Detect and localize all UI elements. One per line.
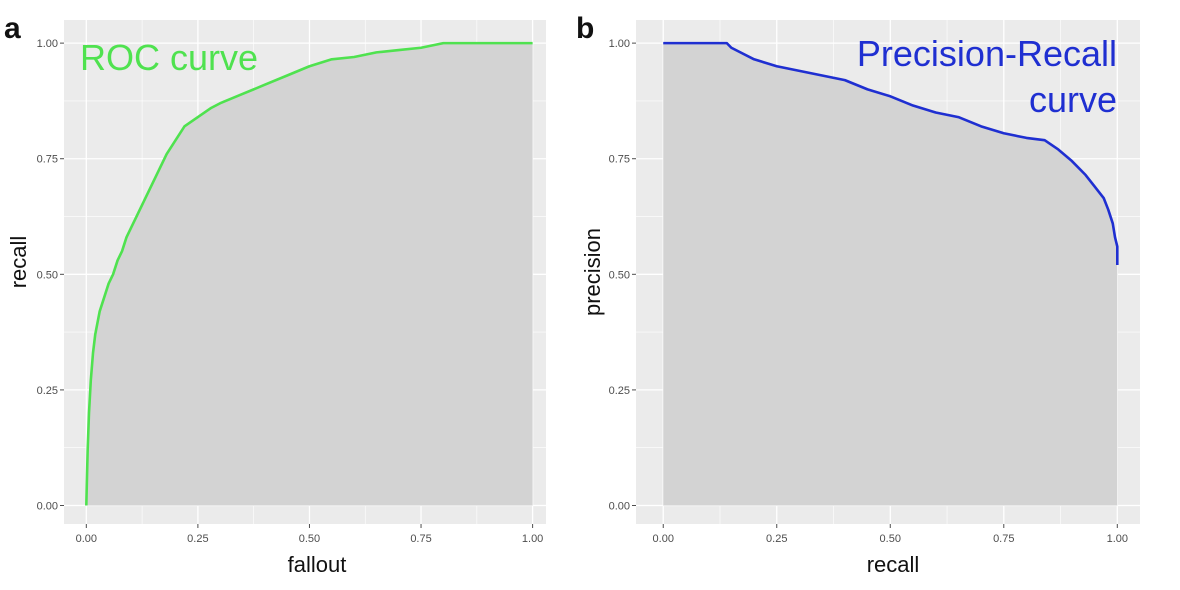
curve-line	[663, 41, 1119, 266]
curve-area	[86, 43, 533, 506]
y-tick-label: 0.50	[609, 269, 630, 281]
x-tick-label: 1.00	[1107, 533, 1128, 545]
x-tick-label: 0.00	[653, 533, 674, 545]
y-tick-label: 0.25	[609, 385, 630, 397]
x-tick-label: 0.50	[880, 533, 901, 545]
y-tick-label: 0.00	[37, 501, 58, 513]
y-tick-label: 0.25	[37, 385, 58, 397]
x-tick-label: 1.00	[522, 533, 543, 545]
panel-letter: b	[576, 12, 594, 45]
curve-annotation: ROC curve	[80, 37, 258, 78]
x-tick-label: 0.75	[410, 533, 431, 545]
x-tick-label: 0.25	[187, 533, 208, 545]
x-axis-label: recall	[867, 552, 920, 577]
y-tick-label: 0.50	[37, 269, 58, 281]
curve-annotation-line: Precision-Recall	[857, 33, 1117, 74]
x-tick-label: 0.00	[76, 533, 97, 545]
roc-panel: 0.00 0.25 0.50 0.75 1.00 0.00 0.25 0.50 0.75 1.00…	[4, 12, 546, 577]
y-tick-label: 1.00	[609, 38, 630, 50]
y-axis-label: precision	[580, 228, 605, 316]
curve-line	[85, 41, 533, 506]
curve-area	[663, 43, 1118, 506]
y-tick-label: 0.00	[609, 501, 630, 513]
y-tick-label: 0.75	[37, 154, 58, 166]
precision-recall-panel: 0.00 0.25 0.50 0.75 1.00 0.00 0.25 0.50 0.75 1.00…	[576, 12, 1140, 577]
y-axis-label: recall	[6, 236, 31, 289]
x-tick-label: 0.50	[299, 533, 320, 545]
x-tick-label: 0.25	[766, 533, 787, 545]
panel-letter: a	[4, 12, 21, 45]
y-tick-label: 0.75	[609, 154, 630, 166]
y-tick-label: 1.00	[37, 38, 58, 50]
curve-annotation-line: curve	[1029, 79, 1117, 120]
x-tick-label: 0.75	[993, 533, 1014, 545]
x-axis-label: fallout	[288, 552, 347, 577]
